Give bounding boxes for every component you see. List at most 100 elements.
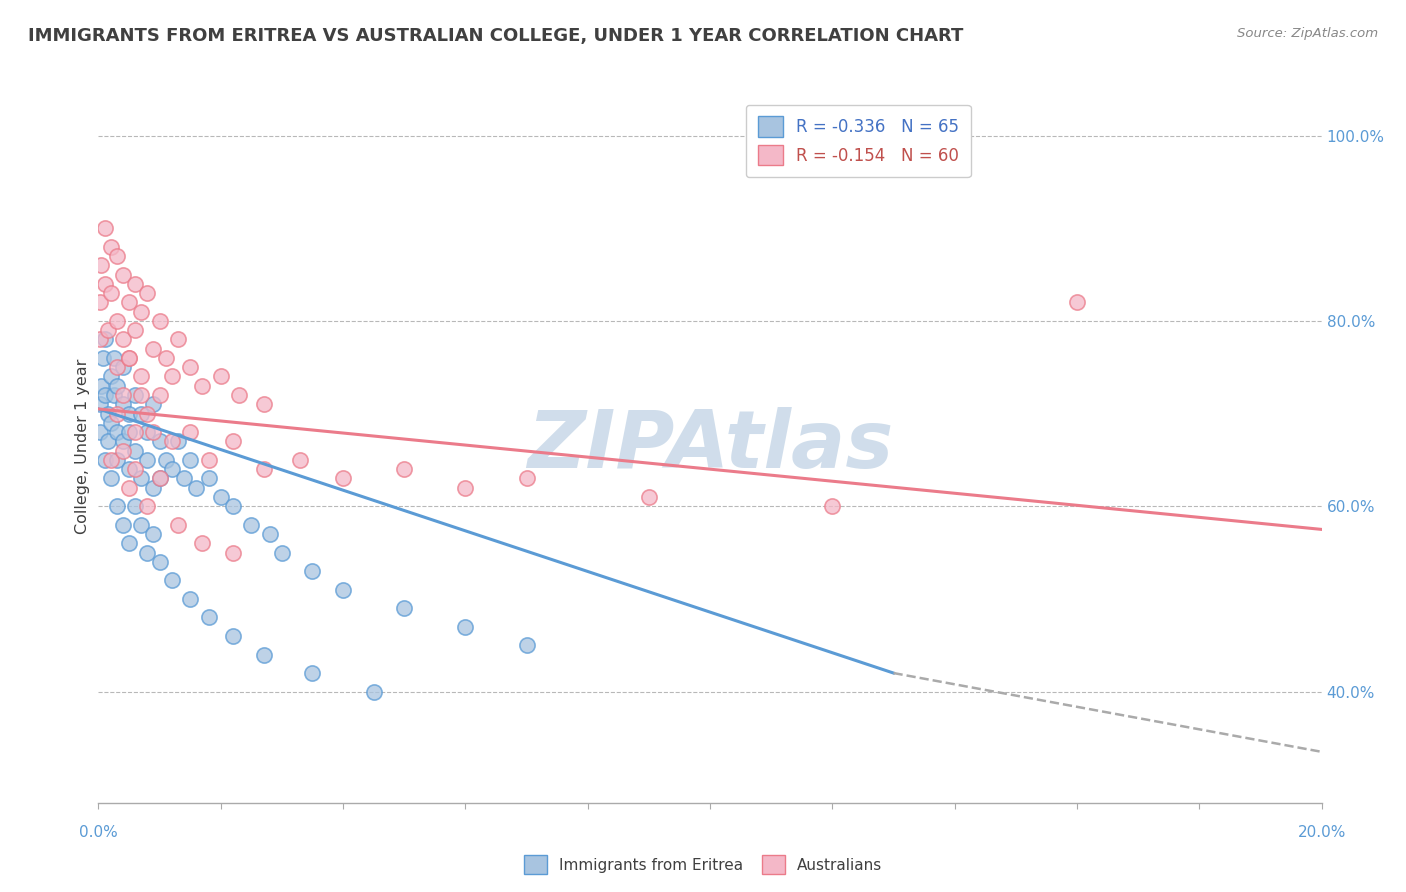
Text: 0.0%: 0.0% [79,825,118,840]
Point [179,453,201,467]
Point [259,527,281,541]
Point [191,378,214,392]
Point [124,323,146,337]
Point [252,462,274,476]
Point [91,351,114,365]
Point [105,453,128,467]
Point [167,434,190,449]
Point [124,500,146,514]
Point [105,378,128,392]
Point [129,407,152,421]
Point [136,286,159,301]
Point [228,388,250,402]
Point [142,342,165,356]
Point [100,471,122,485]
Legend: Immigrants from Eritrea, Australians: Immigrants from Eritrea, Australians [517,849,889,880]
Point [105,360,128,375]
Point [90,378,112,392]
Point [155,351,177,365]
Point [821,500,844,514]
Point [149,471,172,485]
Point [179,425,201,439]
Point [142,425,165,439]
Point [124,388,146,402]
Point [179,360,201,375]
Text: ZIPAtlas: ZIPAtlas [527,407,893,485]
Point [100,453,122,467]
Text: IMMIGRANTS FROM ERITREA VS AUSTRALIAN COLLEGE, UNDER 1 YEAR CORRELATION CHART: IMMIGRANTS FROM ERITREA VS AUSTRALIAN CO… [28,27,963,45]
Point [301,564,323,578]
Point [301,666,323,681]
Point [179,591,201,606]
Point [136,500,159,514]
Point [173,471,195,485]
Point [129,369,152,384]
Point [149,434,172,449]
Point [100,369,122,384]
Text: Source: ZipAtlas.com: Source: ZipAtlas.com [1237,27,1378,40]
Point [97,407,120,421]
Point [118,351,141,365]
Point [252,397,274,411]
Point [105,314,128,328]
Point [111,268,134,282]
Point [111,517,134,532]
Point [111,443,134,458]
Point [637,490,661,504]
Point [155,453,177,467]
Point [118,462,141,476]
Point [97,434,120,449]
Point [93,333,115,347]
Point [197,471,219,485]
Point [167,333,190,347]
Point [363,684,385,698]
Point [332,582,354,597]
Point [222,500,245,514]
Point [392,462,416,476]
Legend: R = -0.336   N = 65, R = -0.154   N = 60: R = -0.336 N = 65, R = -0.154 N = 60 [747,104,970,177]
Point [105,425,128,439]
Point [160,574,183,588]
Point [89,333,111,347]
Point [270,545,292,559]
Point [89,295,111,310]
Point [111,397,134,411]
Point [111,388,134,402]
Point [454,481,477,495]
Point [149,388,172,402]
Point [89,425,111,439]
Point [222,434,245,449]
Point [105,407,128,421]
Point [290,453,312,467]
Point [160,462,183,476]
Point [105,500,128,514]
Point [124,462,146,476]
Point [118,295,141,310]
Point [332,471,354,485]
Point [90,258,112,272]
Point [97,323,120,337]
Point [149,314,172,328]
Point [103,388,125,402]
Point [240,517,263,532]
Point [118,536,141,550]
Point [93,277,115,291]
Point [222,629,245,643]
Point [93,453,115,467]
Point [129,517,152,532]
Point [93,388,115,402]
Point [142,527,165,541]
Point [136,407,159,421]
Point [124,277,146,291]
Point [136,425,159,439]
Point [149,555,172,569]
Point [167,517,190,532]
Point [149,471,172,485]
Point [160,369,183,384]
Point [209,490,232,504]
Point [136,545,159,559]
Point [252,648,274,662]
Point [111,434,134,449]
Point [111,333,134,347]
Point [136,453,159,467]
